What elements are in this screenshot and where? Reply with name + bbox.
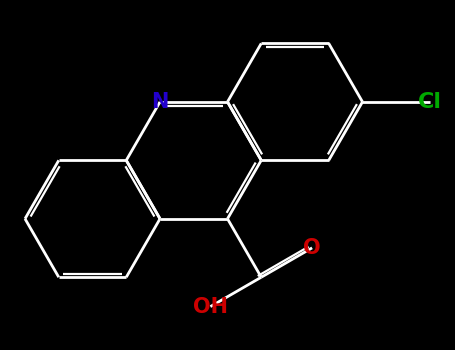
Text: Cl: Cl xyxy=(418,92,442,112)
Text: O: O xyxy=(303,238,321,258)
Text: OH: OH xyxy=(193,296,228,317)
Text: N: N xyxy=(152,92,169,112)
